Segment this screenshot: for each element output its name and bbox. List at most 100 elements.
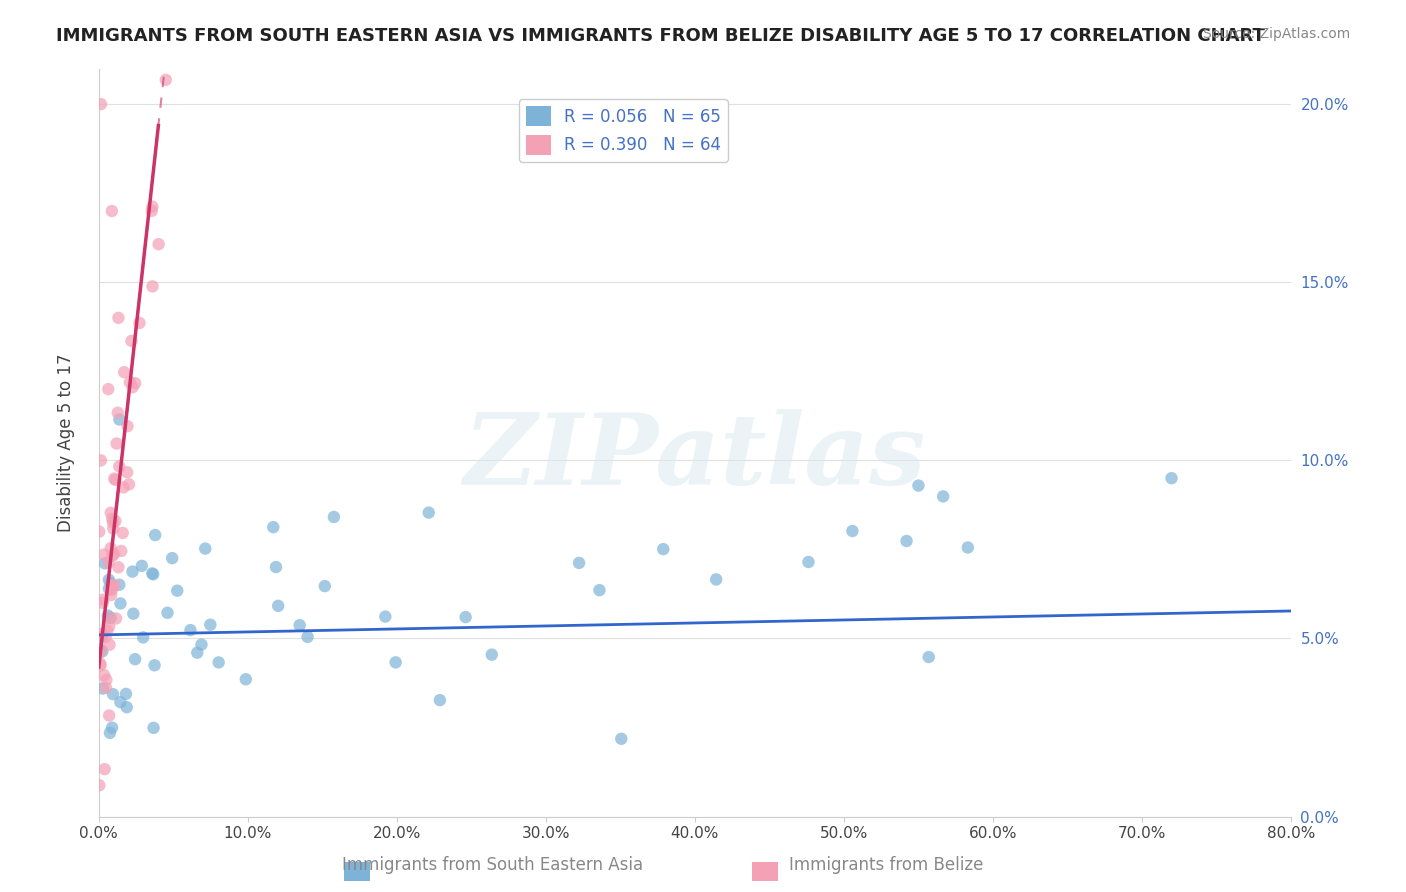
- Point: [932, 489, 955, 503]
- Point: [101, 549, 124, 563]
- Point: [141, 203, 163, 218]
- Point: [179, 623, 201, 637]
- Point: [115, 465, 138, 479]
- Point: [610, 731, 633, 746]
- Point: [110, 544, 132, 558]
- Point: [190, 638, 212, 652]
- Point: [907, 478, 929, 492]
- Point: [418, 506, 440, 520]
- Point: [141, 566, 163, 581]
- Point: [100, 506, 122, 520]
- Text: Source: ZipAtlas.com: Source: ZipAtlas.com: [1202, 27, 1350, 41]
- Point: [121, 334, 143, 348]
- Point: [93, 668, 115, 682]
- Point: [121, 380, 143, 394]
- Point: [142, 721, 165, 735]
- Point: [124, 652, 146, 666]
- Point: [429, 693, 451, 707]
- Point: [122, 607, 145, 621]
- Point: [90, 453, 112, 467]
- Point: [118, 375, 141, 389]
- Point: [297, 630, 319, 644]
- Point: [98, 611, 121, 625]
- Point: [111, 525, 134, 540]
- Point: [90, 630, 112, 644]
- Point: [94, 630, 117, 644]
- Point: [704, 573, 727, 587]
- Point: [262, 520, 284, 534]
- Point: [91, 627, 114, 641]
- Point: [115, 687, 138, 701]
- Point: [118, 477, 141, 491]
- Point: [89, 658, 111, 673]
- Point: [94, 681, 117, 695]
- Point: [103, 547, 125, 561]
- Point: [131, 558, 153, 573]
- Point: [100, 583, 122, 598]
- Point: [143, 658, 166, 673]
- Point: [105, 611, 128, 625]
- Point: [166, 583, 188, 598]
- Text: Immigrants from South Eastern Asia: Immigrants from South Eastern Asia: [342, 856, 643, 874]
- Point: [101, 721, 124, 735]
- Point: [104, 473, 127, 487]
- Legend: R = 0.056   N = 65, R = 0.390   N = 64: R = 0.056 N = 65, R = 0.390 N = 64: [519, 99, 727, 161]
- Point: [100, 611, 122, 625]
- Point: [200, 617, 222, 632]
- Point: [384, 656, 406, 670]
- Point: [322, 510, 344, 524]
- Y-axis label: Disability Age 5 to 17: Disability Age 5 to 17: [58, 353, 75, 532]
- Point: [101, 204, 124, 219]
- Point: [93, 548, 115, 562]
- Point: [91, 592, 114, 607]
- Point: [97, 608, 120, 623]
- Point: [100, 541, 122, 556]
- Point: [97, 382, 120, 396]
- Point: [105, 436, 128, 450]
- Point: [115, 700, 138, 714]
- Point: [107, 406, 129, 420]
- Point: [124, 376, 146, 391]
- Point: [97, 556, 120, 570]
- Point: [568, 556, 591, 570]
- Point: [110, 695, 132, 709]
- Point: [160, 551, 183, 566]
- Text: Immigrants from Belize: Immigrants from Belize: [789, 856, 983, 874]
- Point: [89, 642, 111, 657]
- Point: [91, 681, 114, 696]
- Point: [89, 524, 111, 539]
- Point: [103, 578, 125, 592]
- Point: [264, 560, 287, 574]
- Point: [588, 583, 610, 598]
- Point: [141, 279, 163, 293]
- Point: [374, 609, 396, 624]
- Point: [108, 412, 131, 426]
- Point: [142, 567, 165, 582]
- Point: [104, 514, 127, 528]
- Point: [841, 524, 863, 538]
- Point: [194, 541, 217, 556]
- Point: [97, 582, 120, 596]
- Point: [110, 596, 132, 610]
- Point: [91, 644, 114, 658]
- Point: [98, 619, 121, 633]
- Point: [89, 778, 111, 792]
- Point: [652, 542, 675, 557]
- Point: [117, 419, 139, 434]
- Point: [128, 316, 150, 330]
- Point: [112, 365, 135, 379]
- Point: [101, 582, 124, 596]
- Point: [103, 521, 125, 535]
- Point: [91, 596, 114, 610]
- Text: ZIPatlas: ZIPatlas: [464, 409, 927, 506]
- Point: [101, 687, 124, 701]
- Point: [112, 480, 135, 494]
- Point: [89, 657, 111, 671]
- Point: [121, 565, 143, 579]
- Point: [141, 200, 163, 214]
- Point: [1160, 471, 1182, 485]
- Point: [98, 726, 121, 740]
- Point: [267, 599, 290, 613]
- Point: [107, 560, 129, 574]
- Point: [132, 631, 155, 645]
